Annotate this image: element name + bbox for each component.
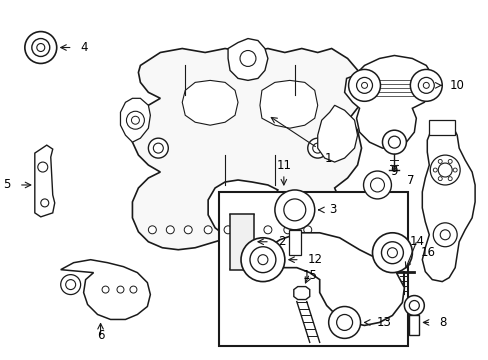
Circle shape [370,178,384,192]
Text: 10: 10 [448,79,463,92]
Circle shape [241,238,285,282]
Circle shape [336,315,352,330]
Circle shape [102,286,109,293]
Circle shape [437,163,451,177]
Polygon shape [408,315,419,336]
Circle shape [234,224,249,240]
Circle shape [447,177,451,181]
Polygon shape [260,80,317,128]
Circle shape [312,143,322,153]
Circle shape [148,138,168,158]
Text: 1: 1 [324,152,331,165]
Circle shape [361,82,367,88]
Circle shape [356,77,372,93]
Text: 2: 2 [277,235,285,248]
Circle shape [387,136,400,148]
Circle shape [37,44,45,51]
Circle shape [274,190,314,230]
Circle shape [61,275,81,294]
Polygon shape [344,55,433,148]
Circle shape [32,39,50,57]
Circle shape [432,223,456,247]
Circle shape [25,32,57,63]
Circle shape [417,77,433,93]
Circle shape [363,171,390,199]
Circle shape [38,162,48,172]
Bar [219,192,407,346]
Circle shape [348,69,380,101]
Circle shape [203,226,212,234]
Circle shape [258,255,267,265]
Polygon shape [293,287,309,300]
Text: 3: 3 [329,203,336,216]
Polygon shape [428,120,454,135]
Polygon shape [61,260,150,319]
Text: 11: 11 [276,159,291,172]
Circle shape [404,296,424,315]
Circle shape [234,244,249,260]
Polygon shape [317,105,357,162]
Text: 12: 12 [307,253,322,266]
Circle shape [408,301,419,310]
Circle shape [166,226,174,234]
Polygon shape [229,214,253,270]
Polygon shape [422,122,474,282]
Circle shape [126,111,144,129]
Circle shape [240,50,255,67]
Circle shape [447,159,451,163]
Circle shape [41,199,49,207]
Text: 6: 6 [97,329,104,342]
Circle shape [409,69,441,101]
Circle shape [117,286,124,293]
Circle shape [283,199,305,221]
Circle shape [130,286,137,293]
Text: 8: 8 [438,316,446,329]
Polygon shape [120,98,150,142]
Circle shape [432,168,436,172]
Circle shape [224,226,232,234]
Circle shape [381,242,403,264]
Circle shape [303,226,311,234]
Circle shape [382,130,406,154]
Polygon shape [182,80,238,125]
Text: 5: 5 [3,179,11,192]
Polygon shape [227,39,267,80]
Circle shape [148,226,156,234]
Text: 14: 14 [409,235,424,248]
Circle shape [452,168,456,172]
Text: 4: 4 [81,41,88,54]
Circle shape [283,226,291,234]
Polygon shape [288,230,300,255]
Text: 15: 15 [302,269,317,282]
Circle shape [153,143,163,153]
Text: 7: 7 [406,174,413,186]
Circle shape [249,247,275,273]
Circle shape [437,159,441,163]
Polygon shape [263,233,404,325]
Text: 9: 9 [390,165,397,178]
Circle shape [65,280,76,289]
Circle shape [439,230,449,240]
Circle shape [423,82,428,88]
Circle shape [386,248,397,258]
Circle shape [184,226,192,234]
Circle shape [264,226,271,234]
Polygon shape [132,49,364,250]
Text: 13: 13 [376,316,390,329]
Circle shape [307,138,327,158]
Circle shape [437,177,441,181]
Circle shape [328,306,360,338]
Circle shape [429,155,459,185]
Text: 16: 16 [420,246,434,259]
Circle shape [244,226,251,234]
Circle shape [372,233,411,273]
Circle shape [131,116,139,124]
Polygon shape [35,145,55,217]
